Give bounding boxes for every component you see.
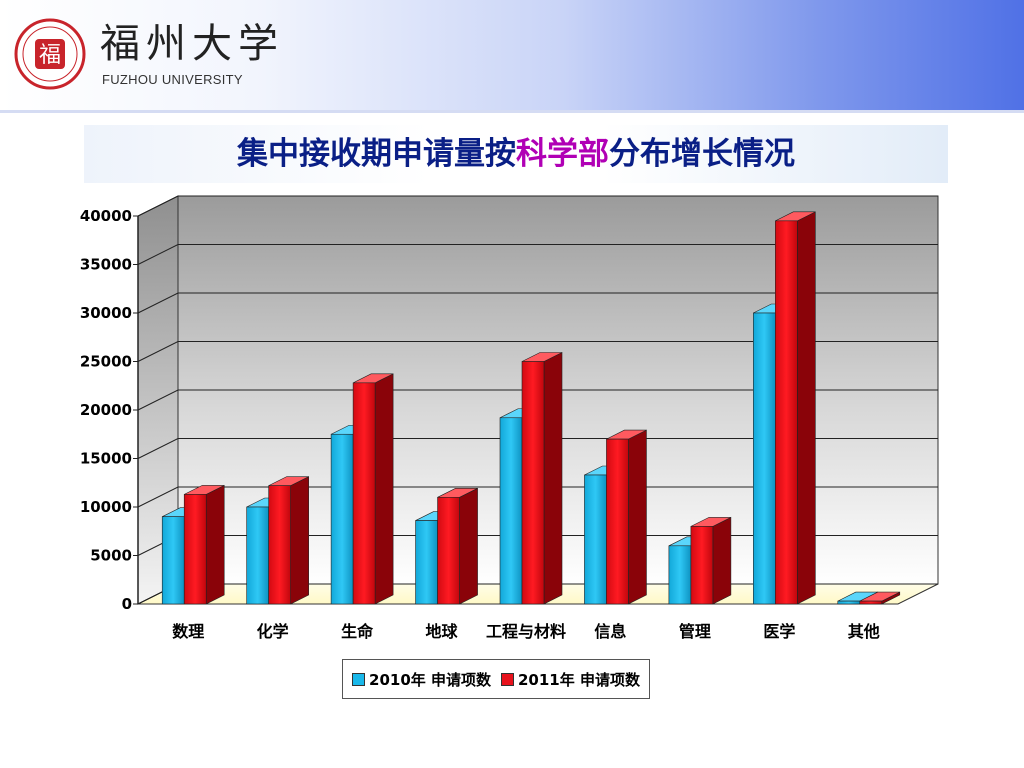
bar-side [628, 429, 647, 605]
legend-swatch-2011 [501, 672, 514, 686]
y-tick-label: 5000 [90, 547, 132, 565]
bar [584, 474, 607, 605]
legend-label-2010: 2010年 申请项数 [369, 670, 491, 689]
y-tick-label: 10000 [80, 498, 132, 516]
seal-char: 福 [39, 43, 61, 68]
gridline [137, 389, 938, 411]
bar [859, 600, 883, 605]
bar-side [374, 373, 394, 605]
x-tick-label: 地球 [426, 622, 459, 641]
bar [161, 516, 185, 605]
bar [246, 506, 269, 605]
page-title: 集中接收期申请量按科学部分布增长情况 [84, 125, 948, 183]
x-tick-label: 信息 [594, 622, 626, 641]
bar [499, 417, 523, 605]
x-tick-label: 化学 [257, 622, 289, 641]
gridline [137, 486, 938, 508]
bar-side [712, 516, 732, 605]
bar-side [543, 352, 563, 605]
bar [330, 433, 354, 605]
bar [521, 361, 545, 605]
y-tick-label: 30000 [80, 304, 132, 322]
header-banner: 福 福州大学 FUZHOU UNIVERSITY [0, 0, 1024, 113]
gridline [137, 244, 938, 265]
university-name-cn: 福州大学 [100, 21, 284, 67]
university-name-en: FUZHOU UNIVERSITY [102, 72, 243, 87]
bar [668, 545, 692, 605]
university-seal-icon: 福 [14, 18, 86, 90]
bar [352, 382, 376, 605]
title-box: 集中接收期申请量按科学部分布增长情况 [84, 125, 948, 183]
gridline [137, 341, 938, 362]
title-prefix: 集中接收期申请量按 [237, 136, 516, 172]
bar-side [797, 211, 816, 605]
gridline [137, 292, 938, 314]
x-tick-label: 其他 [848, 622, 880, 641]
legend-item-2010: 2010年 申请项数 [352, 669, 491, 690]
y-tick-label: 40000 [80, 207, 132, 225]
bar [753, 312, 776, 605]
bar [690, 526, 714, 605]
legend-item-2011: 2011年 申请项数 [501, 669, 640, 690]
bar [437, 496, 460, 605]
legend-swatch-2010 [352, 672, 366, 686]
title-accent: 科学部 [516, 136, 609, 172]
bar [837, 600, 861, 605]
y-tick-label: 0 [122, 595, 132, 613]
gridline [137, 195, 938, 217]
bar [415, 520, 438, 605]
bar-side [459, 487, 478, 605]
bar [183, 494, 207, 605]
bar-side [205, 484, 225, 605]
chart-legend: 2010年 申请项数 2011年 申请项数 [342, 659, 650, 699]
legend-label-2011: 2011年 申请项数 [518, 670, 640, 689]
bar [775, 220, 798, 605]
bar [268, 485, 291, 605]
x-tick-label: 管理 [679, 622, 711, 641]
y-tick-label: 20000 [80, 401, 132, 419]
x-tick-label: 医学 [763, 622, 795, 641]
x-tick-label: 数理 [172, 622, 204, 641]
bar-side [290, 476, 309, 605]
bar [606, 438, 629, 605]
y-tick-label: 25000 [80, 353, 132, 371]
title-suffix: 分布增长情况 [609, 136, 795, 172]
y-tick-label: 15000 [80, 450, 132, 468]
x-tick-label: 工程与材料 [486, 622, 566, 641]
gridline [137, 438, 938, 459]
y-tick-label: 35000 [80, 256, 132, 274]
x-tick-label: 生命 [341, 622, 374, 641]
